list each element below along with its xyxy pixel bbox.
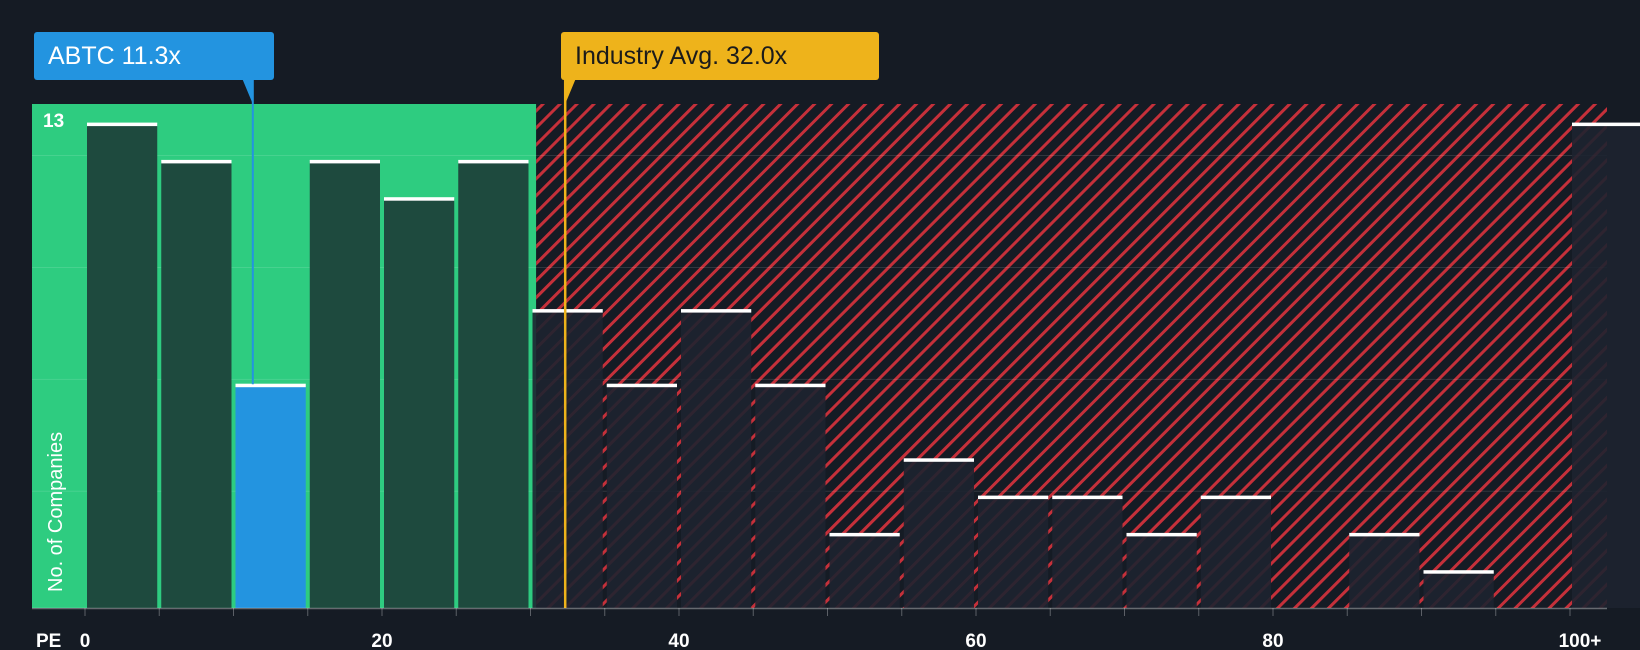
x-tick-label: 100+	[1559, 631, 1602, 650]
x-tick-label: 0	[80, 631, 91, 650]
industry-average-label: Industry Avg. 32.0x	[561, 32, 879, 80]
histogram-bar	[755, 385, 826, 608]
bar-cap	[1052, 495, 1123, 500]
industry-average-pointer	[565, 80, 576, 104]
histogram-bar	[1126, 534, 1197, 608]
histogram-bar	[235, 385, 306, 608]
histogram-bar	[309, 161, 380, 608]
bar-cap	[1572, 122, 1640, 127]
y-tick-label: 13	[43, 111, 64, 132]
bar-cap	[1423, 570, 1494, 574]
bar-cap	[1349, 532, 1420, 537]
histogram-bar	[384, 198, 455, 608]
histogram-bar	[1423, 571, 1494, 608]
histogram-bar	[978, 497, 1049, 608]
x-tick-label: 80	[1262, 631, 1283, 650]
x-tick-label: 20	[371, 631, 392, 650]
histogram-bar	[87, 124, 158, 608]
bar-cap	[829, 532, 900, 537]
histogram-bar	[829, 534, 900, 608]
histogram-bar	[1200, 497, 1271, 608]
bar-cap	[1200, 495, 1271, 500]
bar-cap	[1126, 532, 1197, 537]
bar-cap	[235, 383, 306, 388]
subject-label-pointer	[242, 80, 253, 104]
bar-cap	[309, 159, 380, 164]
bar-cap	[978, 495, 1049, 500]
bar-cap	[903, 458, 974, 462]
bar-cap	[384, 197, 455, 201]
subject-pe-label: ABTC 11.3x	[34, 32, 274, 80]
bar-cap	[606, 383, 677, 388]
bar-cap	[161, 159, 232, 164]
bar-cap	[532, 309, 603, 313]
y-axis-label: No. of Companies	[45, 432, 67, 592]
histogram-bar	[532, 310, 603, 608]
histogram-bar	[1572, 124, 1640, 608]
histogram-bar	[681, 310, 752, 608]
x-tick-label: 40	[668, 631, 689, 650]
bar-cap	[87, 122, 158, 127]
histogram-bar	[903, 459, 974, 608]
x-tick-label: 60	[965, 631, 986, 650]
histogram-bar	[1052, 497, 1123, 608]
histogram-bar	[606, 385, 677, 608]
x-axis-label: PE	[36, 631, 61, 650]
histogram-bar	[161, 161, 232, 608]
bar-cap	[458, 159, 529, 164]
bar-cap	[755, 383, 826, 388]
bar-cap	[681, 309, 752, 313]
histogram-bar	[458, 161, 529, 608]
histogram-bar	[1349, 534, 1420, 608]
